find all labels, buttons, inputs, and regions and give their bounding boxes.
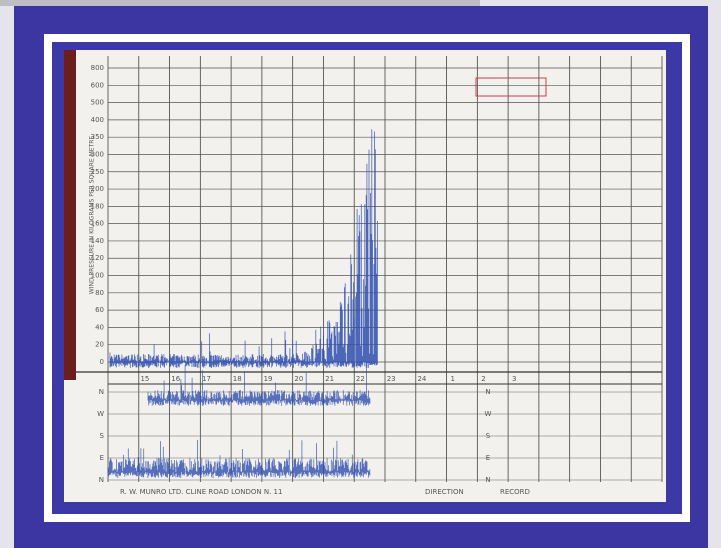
scale-label: 0 [100,358,104,366]
hour-label: 1 [450,375,454,383]
axis-title: WIND PRESSURE IN KILOGRAMS PER SQUARE ME… [89,136,96,295]
direction-scale-label: N [99,388,104,396]
scale-label: 80 [95,289,104,297]
scale-label: 500 [91,99,104,107]
direction-scale-label: E [100,454,104,462]
hour-label: 3 [512,375,516,383]
direction-scale-label: S [486,432,491,440]
hour-label: 24 [417,375,426,383]
top-strip [0,0,480,6]
hour-label: 16 [171,375,180,383]
scale-label: 60 [95,306,104,314]
hour-label: 15 [140,375,149,383]
hour-label: 21 [325,375,334,383]
direction-scale-label: N [485,388,490,396]
scale-label: 600 [91,81,104,89]
scale-label: 800 [91,64,104,72]
maker: R. W. MUNRO LTD. CLINE ROAD LONDON N. 11 [120,488,282,496]
scale-label: 20 [95,341,104,349]
direction-scale-label: E [486,454,490,462]
hour-label: 19 [264,375,273,383]
photo: 8006005004003503002502001801601401201008… [0,0,721,548]
hour-label: 2 [481,375,485,383]
record-label: RECORD [500,488,530,496]
hour-label: 18 [233,375,242,383]
direction-scale-label: N [99,476,104,484]
scale-label: 400 [91,116,104,124]
hour-label: 22 [356,375,365,383]
direction-scale-label: N [485,476,490,484]
hour-label: 20 [294,375,303,383]
scale-label: 40 [95,323,104,331]
direction-scale-label: W [97,410,104,418]
paper-edge [64,50,76,380]
direction-scale-label: S [100,432,105,440]
hour-label: 17 [202,375,211,383]
direction-label: DIRECTION [425,488,464,496]
direction-scale-label: W [485,410,492,418]
hour-label: 23 [387,375,396,383]
